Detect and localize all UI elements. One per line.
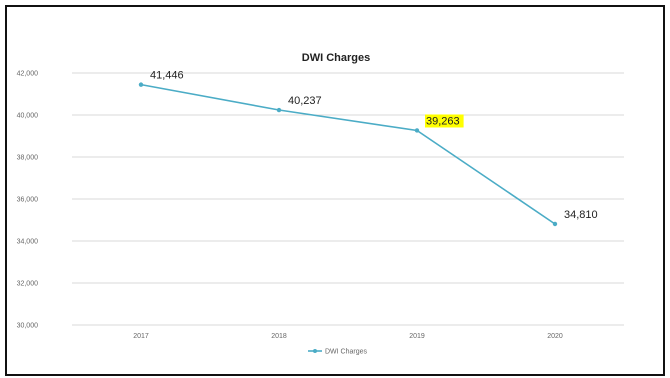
x-axis-ticks: 2017 2018 2019 2020 (133, 333, 563, 340)
data-label: 34,810 (564, 209, 598, 221)
data-label: 41,446 (150, 70, 184, 82)
data-point (276, 107, 282, 113)
y-tick-label: 42,000 (17, 71, 39, 78)
y-tick-label: 34,000 (17, 239, 39, 246)
x-tick-label: 2019 (409, 333, 425, 340)
legend-marker-icon (313, 349, 317, 353)
x-tick-label: 2018 (271, 333, 287, 340)
y-tick-label: 36,000 (17, 197, 39, 204)
series-line (140, 83, 556, 225)
legend-label: DWI Charges (325, 349, 368, 356)
data-point (138, 82, 144, 87)
y-axis-ticks: 30,000 32,000 34,000 36,000 38,000 40,000 42,0… (17, 71, 39, 330)
x-tick-label: 2020 (547, 333, 563, 340)
data-point (414, 128, 420, 133)
chart-title: DWI Charges (302, 52, 370, 64)
label-highlight (425, 114, 464, 128)
data-point (552, 221, 558, 227)
legend: DWI Charges (308, 349, 368, 356)
y-tick-label: 40,000 (17, 113, 39, 120)
data-label: 39,263 (426, 115, 460, 127)
y-tick-label: 32,000 (17, 281, 39, 288)
data-labels: 41,446 40,237 39,263 34,810 (150, 70, 598, 221)
y-tick-label: 38,000 (17, 155, 39, 162)
y-tick-label: 30,000 (17, 323, 39, 330)
chart-frame (5, 5, 665, 376)
gridlines (72, 72, 624, 326)
x-tick-label: 2017 (133, 333, 149, 340)
data-label: 40,237 (288, 95, 322, 107)
series-dwi-charges (138, 82, 558, 227)
